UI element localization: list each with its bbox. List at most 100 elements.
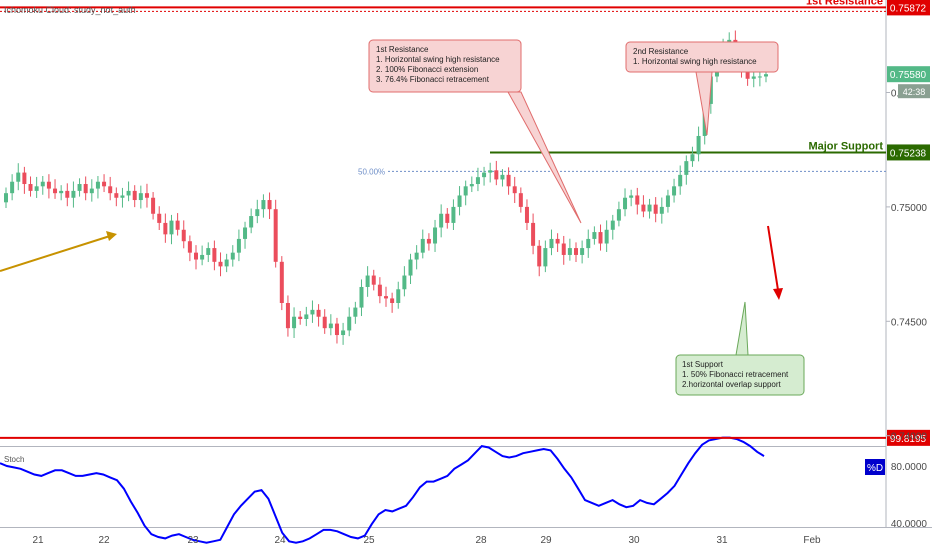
first-resistance-note: 1st Resistance 1. Horizontal swing high … <box>368 39 582 224</box>
first-resistance-note-line-1: 1. Horizontal swing high resistance <box>376 55 500 64</box>
candle <box>316 309 321 317</box>
time-tick-label: 29 <box>540 535 552 546</box>
candle <box>138 193 143 201</box>
time-tick-label: 25 <box>363 535 375 546</box>
first-support-note-pointer <box>735 301 749 356</box>
candle <box>500 174 505 180</box>
first-support-note: 1st Support 1. 50% Fibonacci retracement… <box>675 301 805 396</box>
candle <box>163 222 168 235</box>
candle <box>678 174 683 187</box>
candle <box>322 316 327 329</box>
candle <box>255 209 260 217</box>
candle <box>598 232 603 244</box>
1st-resistance-label: 1st Resistance <box>806 0 883 7</box>
candle <box>59 190 64 194</box>
candle <box>414 252 419 260</box>
second-resistance-note-box <box>625 41 779 73</box>
first-resistance-note-line-2: 2. 100% Fibonacci extension <box>376 65 478 74</box>
major-support-label: Major Support <box>808 140 883 152</box>
current-price-label: 0.75580 <box>890 70 927 81</box>
price-tick-label: 0.74500 <box>891 317 928 328</box>
candle <box>194 252 198 260</box>
candle <box>439 213 444 228</box>
candle <box>65 190 70 198</box>
trend-arrow-line <box>0 235 111 272</box>
svg-text:2nd Resistance 1. Horizo: 2nd Resistance 1. Horizontal swing high … <box>633 47 757 66</box>
time-tick-label: 22 <box>98 535 110 546</box>
candle <box>347 316 352 331</box>
candle <box>10 181 15 194</box>
candle <box>574 248 578 255</box>
countdown-tag <box>898 84 930 99</box>
1st-resistance-price-tag <box>887 0 930 16</box>
candle <box>359 286 364 308</box>
candle <box>279 261 284 303</box>
candle <box>157 213 162 223</box>
candle <box>243 227 248 239</box>
second-resistance-note: 2nd Resistance 1. Horizontal swing high … <box>625 41 779 136</box>
countdown-label: 42:38 <box>903 87 926 97</box>
stoch-level-label: 99.8195 <box>890 434 927 445</box>
first-resistance-note-title: 1st Resistance <box>376 45 429 54</box>
candle <box>187 241 192 253</box>
candle <box>304 314 309 320</box>
candle <box>377 284 382 297</box>
candle <box>684 161 689 175</box>
candle <box>659 206 664 214</box>
time-tick-label: 31 <box>716 535 728 546</box>
current-price-tag <box>887 66 930 83</box>
candle <box>22 172 27 185</box>
candle <box>457 195 462 207</box>
candle <box>95 181 100 189</box>
stoch-tick-label: 80.0000 <box>891 462 928 473</box>
stoch-d-line <box>0 436 765 544</box>
candle <box>390 298 395 303</box>
candle <box>218 261 223 267</box>
candle <box>89 188 94 194</box>
candle <box>696 135 701 155</box>
indicator-label[interactable]: Ichomoku Cloud: study_not_auth <box>4 5 136 15</box>
candle <box>635 195 640 205</box>
candle <box>494 170 499 180</box>
candle <box>114 193 119 198</box>
candle <box>34 186 39 191</box>
candle <box>292 316 297 329</box>
candle <box>757 76 762 78</box>
candle <box>463 186 468 196</box>
candle <box>420 238 425 253</box>
major-support-price-tag <box>887 144 930 161</box>
candle <box>408 259 413 276</box>
time-tick-label: 23 <box>187 535 199 546</box>
candle <box>102 181 107 187</box>
candle <box>580 248 585 255</box>
candle <box>236 238 241 253</box>
candle <box>629 195 634 198</box>
candle <box>40 181 45 187</box>
stoch-label[interactable]: Stoch <box>4 455 24 464</box>
candle <box>604 229 609 244</box>
candle <box>586 238 591 249</box>
candle <box>653 204 658 214</box>
candle <box>200 254 205 260</box>
svg-text:1st Resistance 1. Horizo: 1st Resistance 1. Horizontal swing high … <box>376 45 502 84</box>
candle <box>610 220 615 230</box>
candle <box>475 177 480 185</box>
stoch-series-tag <box>865 459 885 475</box>
price-tick-label: 0.74000 <box>891 432 928 443</box>
first-support-note-title: 1st Support <box>682 360 724 369</box>
time-tick-label: 24 <box>274 535 286 546</box>
candle <box>212 248 217 262</box>
candle <box>402 275 407 290</box>
first-resistance-note-box <box>368 39 522 93</box>
candle <box>384 296 388 299</box>
first-support-note-line-1: 1. 50% Fibonacci retracement <box>682 370 789 379</box>
second-resistance-note-line-1: 1. Horizontal swing high resistance <box>633 57 757 66</box>
candle <box>298 316 303 320</box>
candle <box>77 184 82 191</box>
candle <box>537 245 542 267</box>
1st-resistance-price-label: 0.75872 <box>890 3 927 14</box>
time-tick-label: 21 <box>32 535 44 546</box>
candle <box>206 248 211 255</box>
time-tick-label: 30 <box>628 535 640 546</box>
